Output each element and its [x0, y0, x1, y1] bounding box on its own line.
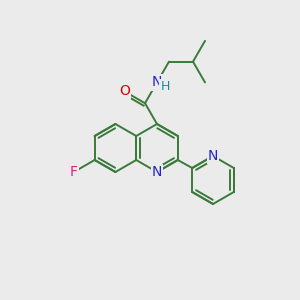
Text: O: O	[119, 84, 130, 98]
Text: N: N	[208, 149, 218, 163]
Text: N: N	[152, 75, 162, 89]
Text: F: F	[70, 165, 78, 179]
Text: H: H	[160, 80, 170, 93]
Text: N: N	[152, 165, 162, 179]
